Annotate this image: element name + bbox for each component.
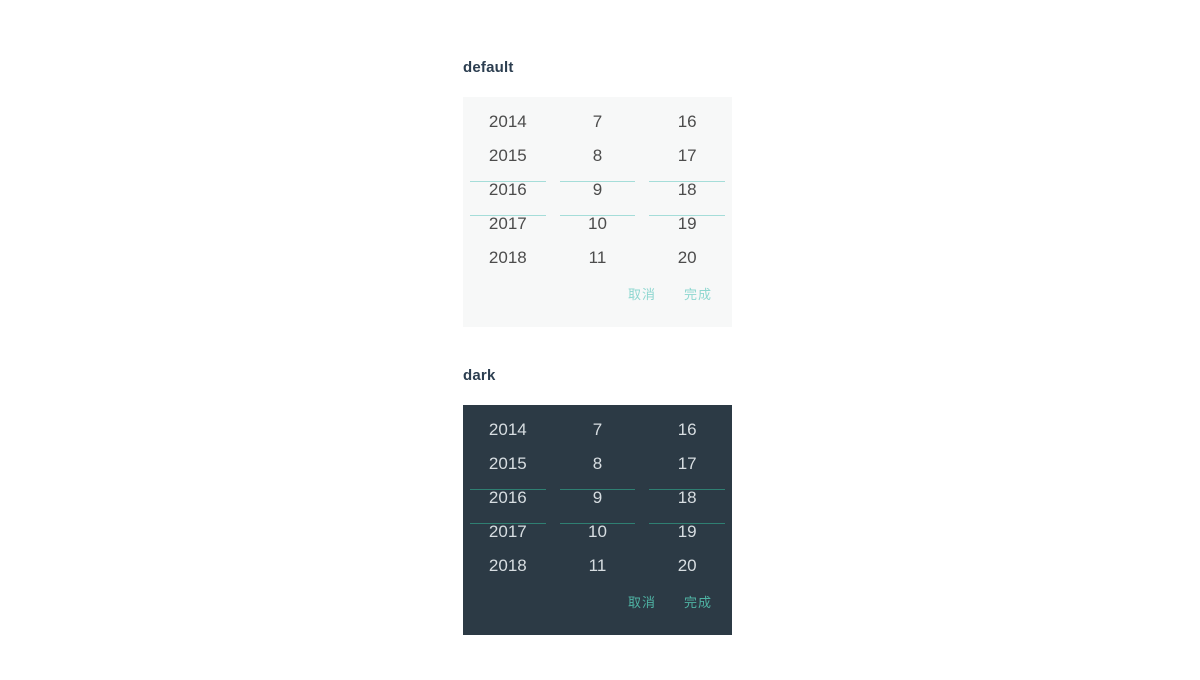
- selection-line-bottom-icon: [559, 523, 636, 524]
- picker-option[interactable]: 10: [588, 214, 607, 233]
- picker-column-day[interactable]: 16 17 18 19 20: [642, 413, 732, 583]
- picker-option[interactable]: 19: [677, 522, 697, 541]
- date-picker-dark[interactable]: 2014 2015 2016 2017 2018 7 8 9 10 11: [463, 405, 732, 635]
- picker-option-selected[interactable]: 2016: [488, 488, 527, 507]
- picker-option[interactable]: 2018: [488, 556, 527, 575]
- picker-option[interactable]: 19: [677, 214, 697, 233]
- selection-line-bottom-icon: [649, 215, 726, 216]
- picker-option[interactable]: 11: [588, 248, 607, 267]
- picker-demo-stack: default 2014 2015 2016 2017 2018: [463, 60, 732, 635]
- cancel-button[interactable]: 取消: [622, 592, 662, 613]
- section-title-default: default: [463, 59, 514, 76]
- picker-footer: 取消 完成: [463, 583, 732, 635]
- picker-option[interactable]: 2018: [488, 248, 527, 267]
- picker-option[interactable]: 2017: [488, 214, 527, 233]
- picker-columns: 2014 2015 2016 2017 2018 7 8 9 10 11: [463, 97, 732, 275]
- selection-line-top-icon: [470, 489, 546, 490]
- selection-line-top-icon: [649, 489, 726, 490]
- selection-line-top-icon: [470, 181, 546, 182]
- picker-footer: 取消 完成: [463, 275, 732, 327]
- picker-option[interactable]: 7: [592, 112, 603, 131]
- picker-option[interactable]: 2014: [488, 112, 527, 131]
- selection-line-top-icon: [649, 181, 726, 182]
- picker-option[interactable]: 11: [588, 556, 607, 575]
- picker-column-year[interactable]: 2014 2015 2016 2017 2018: [463, 105, 553, 275]
- picker-option[interactable]: 17: [677, 146, 697, 165]
- picker-column-day[interactable]: 16 17 18 19 20: [642, 105, 732, 275]
- picker-option[interactable]: 2015: [488, 146, 527, 165]
- selection-line-bottom-icon: [470, 523, 546, 524]
- picker-option[interactable]: 2014: [488, 420, 527, 439]
- section-default: default 2014 2015 2016 2017 2018: [463, 60, 732, 327]
- picker-option[interactable]: 7: [592, 420, 603, 439]
- picker-option-selected[interactable]: 9: [592, 488, 603, 507]
- picker-column-month[interactable]: 7 8 9 10 11: [553, 105, 643, 275]
- picker-option[interactable]: 20: [677, 556, 697, 575]
- picker-option[interactable]: 20: [677, 248, 697, 267]
- section-title-dark: dark: [463, 367, 496, 384]
- cancel-button[interactable]: 取消: [622, 284, 662, 305]
- picker-option-selected[interactable]: 18: [677, 488, 697, 507]
- confirm-button[interactable]: 完成: [678, 284, 718, 305]
- picker-option-selected[interactable]: 2016: [488, 180, 527, 199]
- date-picker-default[interactable]: 2014 2015 2016 2017 2018 7 8 9 10 11: [463, 97, 732, 327]
- picker-option[interactable]: 2015: [488, 454, 527, 473]
- picker-option[interactable]: 8: [592, 146, 603, 165]
- picker-option-selected[interactable]: 9: [592, 180, 603, 199]
- picker-option[interactable]: 17: [677, 454, 697, 473]
- selection-line-bottom-icon: [470, 215, 546, 216]
- picker-option[interactable]: 16: [677, 420, 697, 439]
- section-dark: dark 2014 2015 2016 2017 2018: [463, 368, 732, 635]
- picker-columns: 2014 2015 2016 2017 2018 7 8 9 10 11: [463, 405, 732, 583]
- picker-option[interactable]: 8: [592, 454, 603, 473]
- picker-column-year[interactable]: 2014 2015 2016 2017 2018: [463, 413, 553, 583]
- picker-option[interactable]: 16: [677, 112, 697, 131]
- selection-line-bottom-icon: [559, 215, 636, 216]
- picker-option[interactable]: 2017: [488, 522, 527, 541]
- picker-option-selected[interactable]: 18: [677, 180, 697, 199]
- picker-column-month[interactable]: 7 8 9 10 11: [553, 413, 643, 583]
- selection-line-top-icon: [559, 181, 636, 182]
- picker-option[interactable]: 10: [588, 522, 607, 541]
- selection-line-bottom-icon: [649, 523, 726, 524]
- selection-line-top-icon: [559, 489, 636, 490]
- confirm-button[interactable]: 完成: [678, 592, 718, 613]
